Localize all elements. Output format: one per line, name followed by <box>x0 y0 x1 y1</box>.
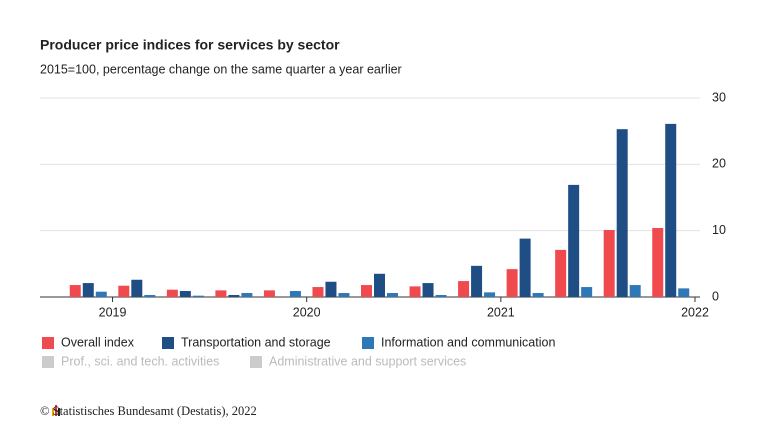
y-tick-label: 10 <box>712 223 726 237</box>
bar <box>361 285 372 297</box>
legend-swatch[interactable] <box>162 337 174 349</box>
bar <box>678 288 690 297</box>
bar <box>215 290 227 297</box>
bar <box>118 285 130 297</box>
bar <box>435 295 447 297</box>
x-tick-label: 2022 <box>681 305 709 319</box>
bar <box>616 129 628 297</box>
bar <box>131 279 143 297</box>
bar <box>568 184 580 297</box>
x-tick-label: 2021 <box>487 305 515 319</box>
legend-swatch[interactable] <box>42 337 54 349</box>
bar <box>603 230 615 297</box>
bar <box>458 281 470 297</box>
legend-label[interactable]: Information and communication <box>381 335 555 349</box>
bar <box>532 293 544 297</box>
legend-label[interactable]: Overall index <box>61 335 135 349</box>
bar <box>263 290 275 297</box>
bar <box>506 269 518 297</box>
bar <box>555 249 567 297</box>
x-tick-label: 2019 <box>99 305 127 319</box>
bar <box>192 295 204 297</box>
bar <box>484 292 496 297</box>
bar <box>471 265 483 297</box>
y-tick-label: 20 <box>712 157 726 171</box>
bar <box>581 287 593 297</box>
legend-swatch[interactable] <box>250 356 262 368</box>
bar <box>629 285 641 297</box>
bar <box>338 293 350 297</box>
bar <box>652 228 664 297</box>
bar <box>374 273 385 297</box>
chart-title: Producer price indices for services by s… <box>40 37 340 53</box>
bar <box>228 295 240 297</box>
legend-swatch[interactable] <box>42 356 54 368</box>
bar <box>289 291 301 297</box>
bar <box>241 293 253 297</box>
source: © Statistisches Bundesamt (Destatis), 20… <box>40 404 257 418</box>
bar <box>312 287 324 297</box>
bar <box>387 293 398 297</box>
bar <box>166 289 178 297</box>
legend-label[interactable]: Administrative and support services <box>269 354 466 368</box>
y-tick-label: 30 <box>712 90 726 104</box>
bar <box>409 286 421 297</box>
bar <box>665 123 677 298</box>
bar <box>325 281 337 297</box>
chart-subtitle: 2015=100, percentage change on the same … <box>40 62 402 76</box>
bar <box>82 283 94 297</box>
bar <box>422 283 434 297</box>
legend-label[interactable]: Prof., sci. and tech. activities <box>61 354 219 368</box>
source-icon <box>52 405 60 416</box>
bar <box>69 285 81 297</box>
bar <box>144 295 156 297</box>
y-tick-label: 0 <box>712 289 719 303</box>
bar <box>179 291 191 297</box>
bar <box>95 291 107 297</box>
legend-swatch[interactable] <box>362 337 374 349</box>
legend-label[interactable]: Transportation and storage <box>181 335 331 349</box>
bar <box>519 238 531 297</box>
x-tick-label: 2020 <box>293 305 321 319</box>
